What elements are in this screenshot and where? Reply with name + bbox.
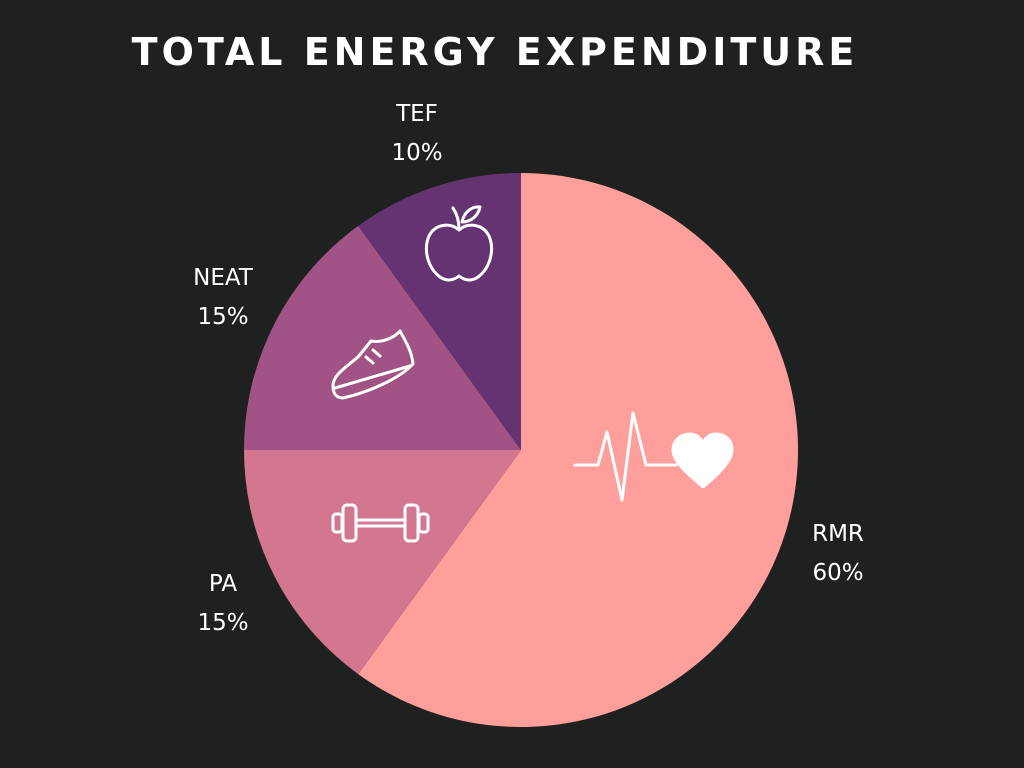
slice-neat — [244, 225, 521, 450]
slice-tef — [358, 173, 521, 450]
dumbbell-icon — [331, 503, 430, 543]
label-rmr-name: RMR — [812, 521, 864, 547]
label-neat-name: NEAT — [193, 265, 253, 291]
heartbeat-icon — [573, 411, 734, 502]
label-tef-value: 10% — [391, 140, 443, 166]
chart-title: TOTAL ENERGY EXPENDITURE — [131, 30, 859, 74]
label-rmr-value: 60% — [812, 560, 864, 586]
label-pa: PA 15% — [163, 565, 283, 643]
label-rmr: RMR 60% — [778, 515, 898, 593]
slice-rmr — [358, 173, 798, 727]
apple-icon — [425, 205, 493, 282]
label-tef: TEF 10% — [357, 95, 477, 173]
label-neat: NEAT 15% — [163, 259, 283, 337]
label-pa-value: 15% — [197, 610, 249, 636]
label-tef-name: TEF — [396, 101, 438, 127]
sneaker-icon — [331, 329, 415, 400]
slice-pa — [244, 450, 521, 675]
label-neat-value: 15% — [197, 304, 249, 330]
label-pa-name: PA — [208, 571, 238, 597]
